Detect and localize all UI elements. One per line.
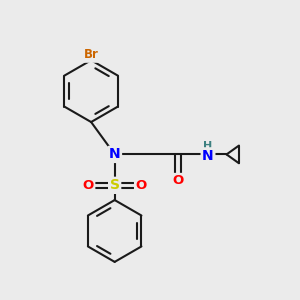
Text: N: N <box>109 147 121 161</box>
Text: S: S <box>110 178 120 192</box>
Text: N: N <box>202 149 214 163</box>
Text: O: O <box>136 179 147 192</box>
Text: O: O <box>82 179 94 192</box>
Text: Br: Br <box>84 48 98 62</box>
Text: O: O <box>172 174 184 188</box>
Text: H: H <box>203 141 213 151</box>
